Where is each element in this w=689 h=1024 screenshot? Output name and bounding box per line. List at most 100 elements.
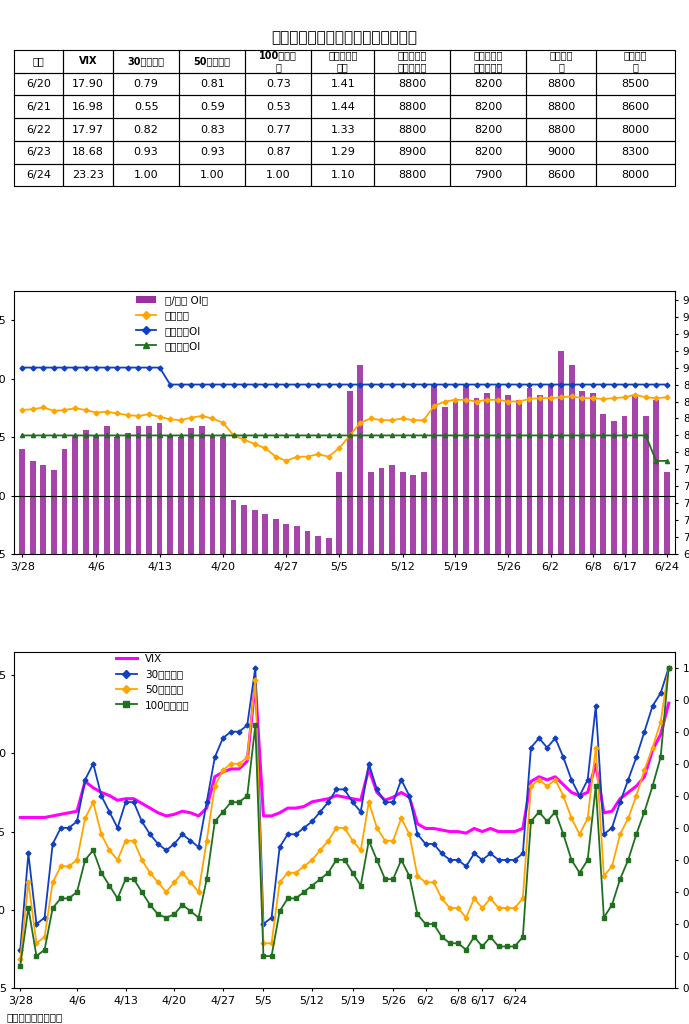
Bar bbox=[537, 395, 543, 729]
Bar bbox=[251, 510, 258, 729]
Text: 1.33: 1.33 bbox=[331, 125, 355, 134]
Text: 選買權最
大: 選買權最 大 bbox=[549, 50, 573, 72]
Bar bbox=[263, 514, 268, 729]
Text: 8000: 8000 bbox=[621, 170, 650, 180]
Bar bbox=[389, 465, 395, 729]
Text: 0.93: 0.93 bbox=[200, 147, 225, 158]
Bar bbox=[516, 400, 522, 729]
Bar bbox=[568, 365, 575, 729]
Text: 1.41: 1.41 bbox=[331, 79, 356, 89]
Text: 7900: 7900 bbox=[474, 170, 502, 180]
Text: 8600: 8600 bbox=[547, 170, 575, 180]
Text: 買權最大未
平倉履約價: 買權最大未 平倉履約價 bbox=[398, 50, 427, 72]
Bar bbox=[463, 384, 469, 729]
Text: 6/23: 6/23 bbox=[26, 147, 51, 158]
Bar bbox=[241, 505, 247, 729]
Text: 8600: 8600 bbox=[621, 101, 650, 112]
Text: 1.44: 1.44 bbox=[331, 101, 356, 112]
Text: 8200: 8200 bbox=[474, 79, 502, 89]
Bar bbox=[421, 472, 426, 729]
Bar bbox=[579, 390, 585, 729]
Bar bbox=[220, 437, 226, 729]
Bar bbox=[453, 402, 458, 729]
Text: 0.81: 0.81 bbox=[200, 79, 225, 89]
Text: 0.82: 0.82 bbox=[134, 125, 158, 134]
Text: 6/20: 6/20 bbox=[26, 79, 51, 89]
Bar bbox=[548, 384, 553, 729]
Text: 0.59: 0.59 bbox=[200, 101, 225, 112]
Bar bbox=[611, 421, 617, 729]
Text: 0.55: 0.55 bbox=[134, 101, 158, 112]
Text: 0.87: 0.87 bbox=[266, 147, 291, 158]
Text: 50日百分位: 50日百分位 bbox=[194, 56, 231, 67]
Text: 0.93: 0.93 bbox=[134, 147, 158, 158]
Text: 16.98: 16.98 bbox=[72, 101, 104, 112]
Bar bbox=[664, 472, 670, 729]
Text: 8800: 8800 bbox=[398, 170, 426, 180]
Text: 6/22: 6/22 bbox=[26, 125, 51, 134]
Text: 選擇權波動率指數與賣買權未平倉比: 選擇權波動率指數與賣買權未平倉比 bbox=[271, 31, 418, 46]
Bar bbox=[156, 423, 163, 729]
Bar bbox=[431, 384, 438, 729]
Text: 0.73: 0.73 bbox=[266, 79, 291, 89]
Bar bbox=[93, 435, 99, 729]
Bar bbox=[30, 461, 36, 729]
Bar bbox=[526, 388, 533, 729]
Bar bbox=[125, 433, 131, 729]
Bar bbox=[41, 465, 46, 729]
Bar bbox=[146, 426, 152, 729]
Text: 8200: 8200 bbox=[474, 147, 502, 158]
Text: 8200: 8200 bbox=[474, 101, 502, 112]
Bar bbox=[72, 435, 78, 729]
Bar bbox=[601, 414, 606, 729]
Text: 23.23: 23.23 bbox=[72, 170, 104, 180]
Bar bbox=[326, 538, 331, 729]
Bar bbox=[51, 470, 56, 729]
Bar bbox=[400, 472, 406, 729]
Bar bbox=[633, 395, 638, 729]
Text: 1.00: 1.00 bbox=[134, 170, 158, 180]
Bar bbox=[61, 449, 68, 729]
Bar bbox=[621, 417, 628, 729]
Text: 8300: 8300 bbox=[621, 147, 650, 158]
Bar bbox=[136, 426, 141, 729]
Text: 日期: 日期 bbox=[32, 56, 45, 67]
Text: 6/24: 6/24 bbox=[26, 170, 51, 180]
Text: 17.90: 17.90 bbox=[72, 79, 104, 89]
Text: 1.10: 1.10 bbox=[331, 170, 355, 180]
Bar bbox=[558, 351, 564, 729]
Bar bbox=[305, 530, 311, 729]
Text: 0.79: 0.79 bbox=[134, 79, 158, 89]
Text: 選賣權最
大: 選賣權最 大 bbox=[624, 50, 647, 72]
Text: 30日百分位: 30日百分位 bbox=[127, 56, 165, 67]
Text: 100日百分
位: 100日百分 位 bbox=[260, 50, 297, 72]
Text: 0.77: 0.77 bbox=[266, 125, 291, 134]
Text: 賣權最大未
平倉履約價: 賣權最大未 平倉履約價 bbox=[473, 50, 503, 72]
Bar bbox=[231, 501, 236, 729]
Text: 6/21: 6/21 bbox=[26, 101, 51, 112]
Bar bbox=[178, 437, 184, 729]
Text: 8800: 8800 bbox=[398, 79, 426, 89]
Bar bbox=[209, 437, 216, 729]
Text: 1.00: 1.00 bbox=[266, 170, 291, 180]
Bar bbox=[473, 397, 480, 729]
Text: 18.68: 18.68 bbox=[72, 147, 104, 158]
Bar bbox=[188, 428, 194, 729]
Bar bbox=[19, 449, 25, 729]
Text: 8800: 8800 bbox=[398, 125, 426, 134]
Text: 8900: 8900 bbox=[398, 147, 426, 158]
Text: 0.83: 0.83 bbox=[200, 125, 225, 134]
Bar bbox=[653, 400, 659, 729]
Legend: VIX, 30日百分位, 50日百分位, 100日百分位: VIX, 30日百分位, 50日百分位, 100日百分位 bbox=[112, 650, 194, 714]
Text: 0.53: 0.53 bbox=[266, 101, 291, 112]
Bar bbox=[495, 386, 501, 729]
Bar bbox=[336, 472, 342, 729]
Text: VIX: VIX bbox=[79, 56, 97, 67]
Bar bbox=[283, 524, 289, 729]
Text: 8800: 8800 bbox=[547, 125, 575, 134]
Text: 8800: 8800 bbox=[547, 79, 575, 89]
Bar bbox=[104, 426, 110, 729]
Bar bbox=[114, 437, 121, 729]
Legend: 賣/買權 OI比, 加権指數, 買權最大OI, 賣權最大OI: 賣/買權 OI比, 加権指數, 買權最大OI, 賣權最大OI bbox=[132, 291, 212, 355]
Bar bbox=[368, 472, 374, 729]
